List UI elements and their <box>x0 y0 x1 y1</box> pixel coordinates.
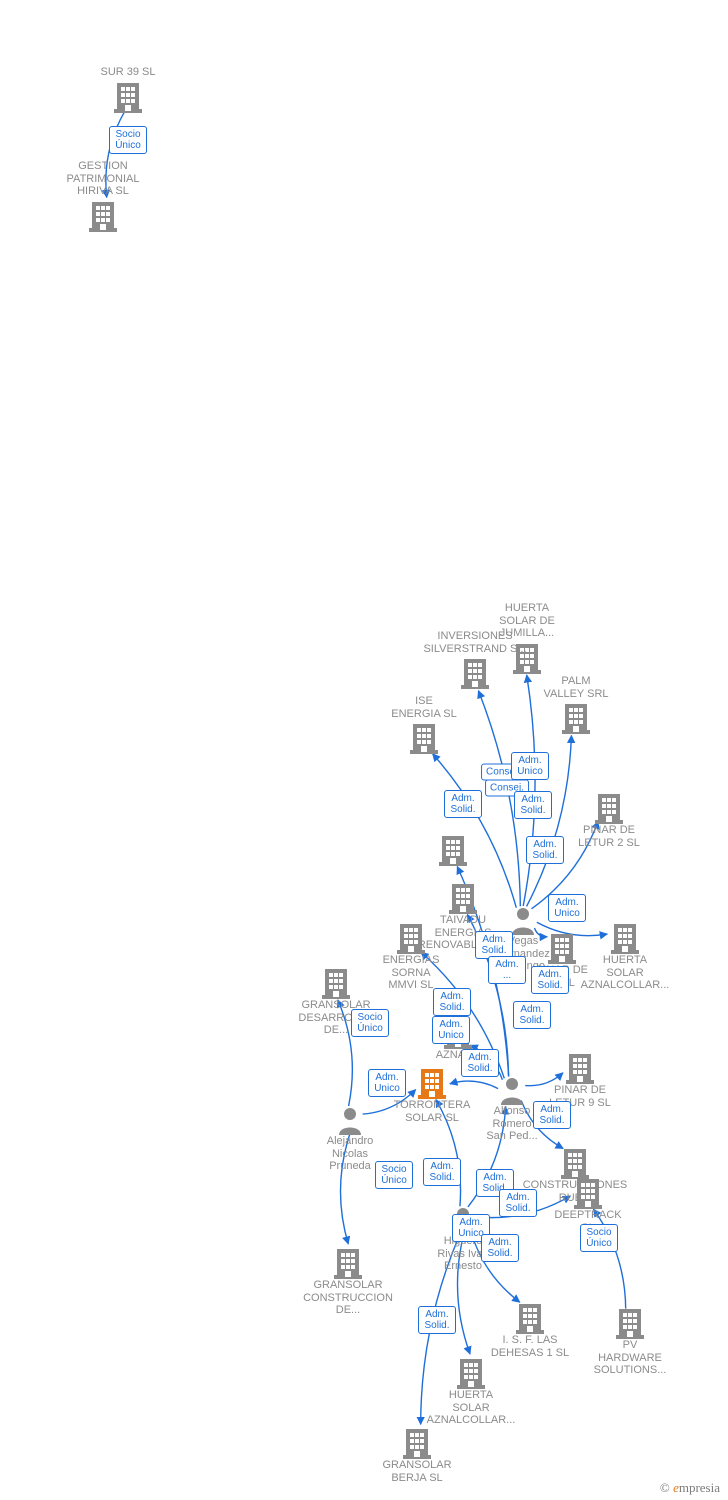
company-node-palmvalley[interactable]: PALM VALLEY SRL <box>516 675 636 734</box>
edge-label: Adm. Solid. <box>444 790 482 818</box>
brand-rest: mpresia <box>679 1480 720 1495</box>
company-node-block1[interactable] <box>393 832 513 866</box>
node-label: PINAR DE LETUR 2 SL <box>549 824 669 849</box>
node-label: INVERSIONES SILVERSTRAND S... <box>415 630 535 655</box>
diagram-canvas: SUR 39 SL GESTION PATRIMONIAL HIRIVA SL … <box>0 0 728 1500</box>
edge-label: Adm. Solid. <box>433 988 471 1016</box>
company-node-gransolar_con[interactable]: GRANSOLAR CONSTRUCCION DE... <box>288 1245 408 1317</box>
edge-label: Adm. Solid. <box>461 1049 499 1077</box>
edge-label: Adm. ... <box>488 956 526 984</box>
edge-label: Socio Único <box>109 126 147 154</box>
edge-label: Adm. Solid. <box>423 1158 461 1186</box>
company-node-pvhardware[interactable]: PV HARDWARE SOLUTIONS... <box>570 1305 690 1377</box>
edge-label: Adm. Solid. <box>526 836 564 864</box>
edge-label: Adm. Solid. <box>513 1001 551 1029</box>
node-label: HUERTA SOLAR AZNALCOLLAR... <box>411 1389 531 1427</box>
edge-label: Adm. Solid. <box>418 1306 456 1334</box>
copyright-symbol: © <box>660 1480 670 1495</box>
company-node-gransolar_ber[interactable]: GRANSOLAR BERJA SL <box>357 1425 477 1484</box>
node-label: PALM VALLEY SRL <box>516 675 636 700</box>
edge-label: Socio Único <box>351 1009 389 1037</box>
edge-label: Adm. Unico <box>368 1069 406 1097</box>
node-label: GRANSOLAR BERJA SL <box>357 1459 477 1484</box>
node-label: ISE ENERGIA SL <box>364 695 484 720</box>
company-node-ise[interactable]: ISE ENERGIA SL <box>364 695 484 754</box>
edge-label: Adm. Unico <box>548 894 586 922</box>
edge-label: Adm. Unico <box>511 752 549 780</box>
edge-label: Adm. Solid. <box>533 1101 571 1129</box>
watermark: © empresia <box>660 1480 720 1496</box>
company-node-huerta_azn1[interactable]: HUERTA SOLAR AZNALCOLLAR... <box>411 1355 531 1427</box>
company-node-gestion[interactable]: GESTION PATRIMONIAL HIRIVA SL <box>43 160 163 232</box>
edge-label: Adm. Solid. <box>531 966 569 994</box>
company-node-sur39[interactable]: SUR 39 SL <box>68 66 188 113</box>
edge-label: Socio Único <box>580 1224 618 1252</box>
node-label: GESTION PATRIMONIAL HIRIVA SL <box>43 160 163 198</box>
company-node-pinar2[interactable]: PINAR DE LETUR 2 SL <box>549 790 669 849</box>
edge-label: Adm. Solid. <box>481 1234 519 1262</box>
edge-label: Socio Único <box>375 1161 413 1189</box>
node-label: GRANSOLAR CONSTRUCCION DE... <box>288 1279 408 1317</box>
node-label: AZNAL... <box>398 1049 518 1062</box>
edge-label: Adm. Solid. <box>499 1189 537 1217</box>
edge-label: Adm. Solid. <box>514 791 552 819</box>
edge-label: Adm. Unico <box>432 1016 470 1044</box>
node-label: SUR 39 SL <box>68 66 188 79</box>
edge-label: Adm. Solid. <box>475 931 513 959</box>
node-label: PV HARDWARE SOLUTIONS... <box>570 1339 690 1377</box>
